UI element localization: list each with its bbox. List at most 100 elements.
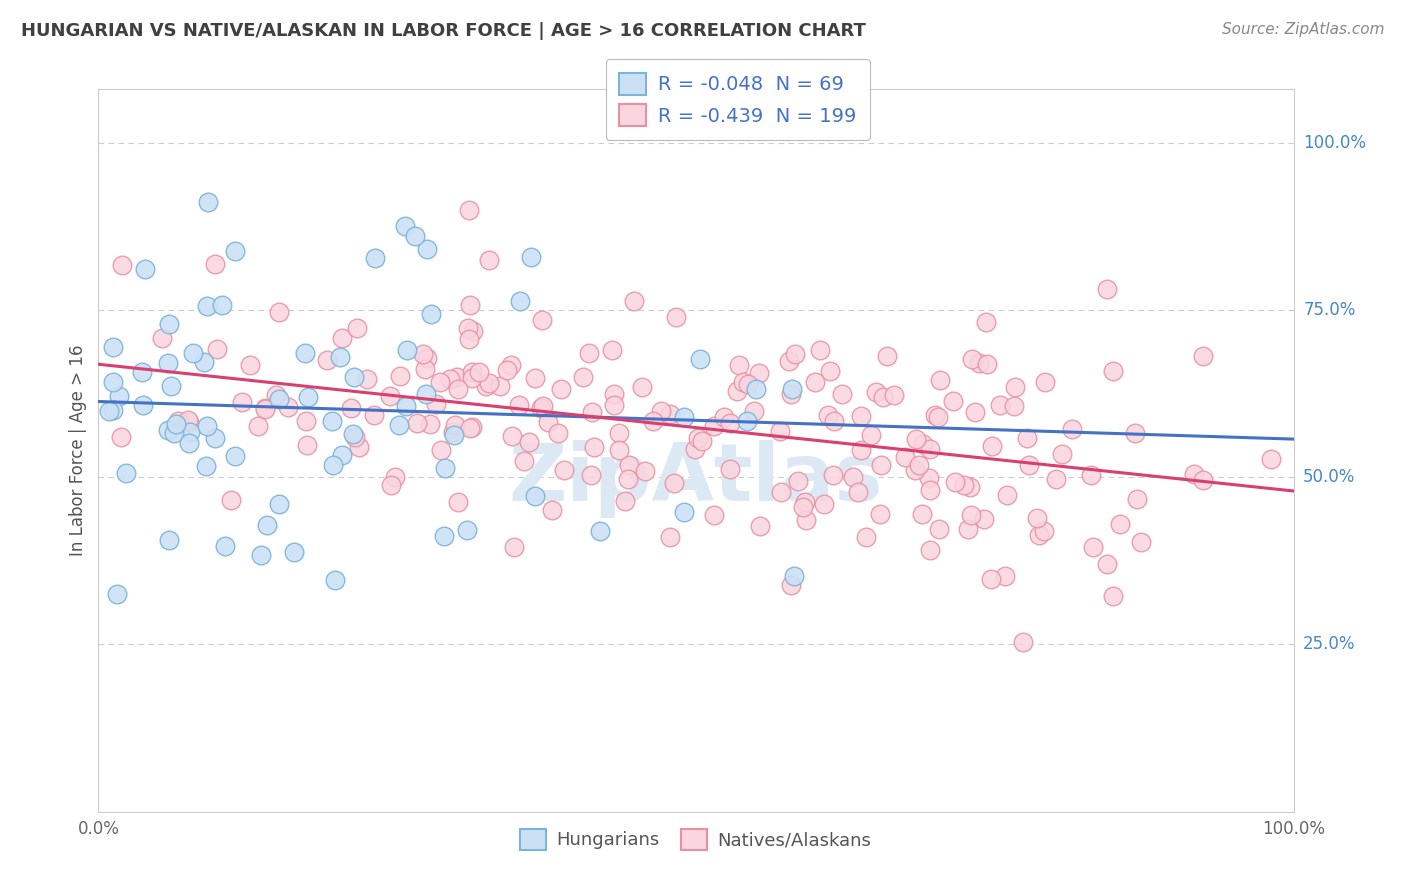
Point [912,437,935,451]
Point [920,442,942,456]
Point [903,463,925,477]
Point [1129,535,1152,549]
Text: 50.0%: 50.0% [1303,468,1355,486]
Point [295,438,318,452]
Point [363,408,385,422]
Point [246,419,269,434]
Legend: Hungarians, Natives/Alaskans: Hungarians, Natives/Alaskans [513,822,879,857]
Point [783,569,806,583]
Point [315,353,337,368]
Point [517,435,540,450]
Point [616,472,638,486]
Point [346,321,368,335]
Point [953,478,976,492]
Point [578,346,600,360]
Point [872,390,894,404]
Point [384,470,406,484]
Point [855,530,877,544]
Point [477,252,499,267]
Point [508,398,530,412]
Point [994,569,1017,583]
Point [131,365,153,379]
Point [690,434,713,449]
Point [419,417,441,431]
Point [501,429,523,443]
Point [589,524,612,538]
Point [478,376,501,390]
Point [550,382,572,396]
Point [111,258,134,272]
Point [823,414,845,428]
Point [461,420,484,434]
Point [1260,451,1282,466]
Point [821,468,844,483]
Point [231,395,253,409]
Point [929,373,952,387]
Point [443,428,465,442]
Point [1015,431,1038,445]
Point [883,387,905,401]
Point [571,370,593,384]
Point [267,497,290,511]
Point [330,448,353,462]
Point [582,440,605,454]
Point [419,307,441,321]
Point [132,398,155,412]
Point [207,342,229,356]
Point [818,364,841,378]
Point [783,347,806,361]
Point [342,427,364,442]
Point [405,416,427,430]
Point [520,250,543,264]
Point [1126,491,1149,506]
Point [737,414,759,428]
Point [920,543,942,558]
Point [662,475,685,490]
Point [283,545,305,559]
Point [908,458,931,472]
Point [380,478,402,492]
Point [1192,473,1215,487]
Point [239,358,262,372]
Point [607,425,630,440]
Point [842,470,865,484]
Point [1033,524,1056,538]
Point [396,343,419,357]
Point [780,382,803,396]
Point [523,489,546,503]
Point [650,404,672,418]
Point [489,379,512,393]
Point [617,458,640,472]
Point [1191,349,1213,363]
Point [458,421,481,435]
Point [1045,472,1067,486]
Point [295,414,318,428]
Point [924,408,946,422]
Point [388,417,411,432]
Point [860,428,883,442]
Point [1002,399,1025,413]
Point [733,376,755,390]
Point [1182,467,1205,482]
Point [347,440,370,454]
Point [297,390,319,404]
Point [848,485,870,500]
Point [942,393,965,408]
Point [794,513,817,527]
Point [496,362,519,376]
Point [995,488,1018,502]
Point [1081,540,1104,554]
Point [960,508,983,523]
Point [321,414,343,428]
Point [264,388,287,402]
Point [659,407,682,421]
Point [808,343,831,357]
Point [1102,589,1125,603]
Point [831,387,853,401]
Point [179,425,201,440]
Point [447,495,470,509]
Point [787,475,810,489]
Point [623,293,645,308]
Point [394,219,416,233]
Point [458,202,481,217]
